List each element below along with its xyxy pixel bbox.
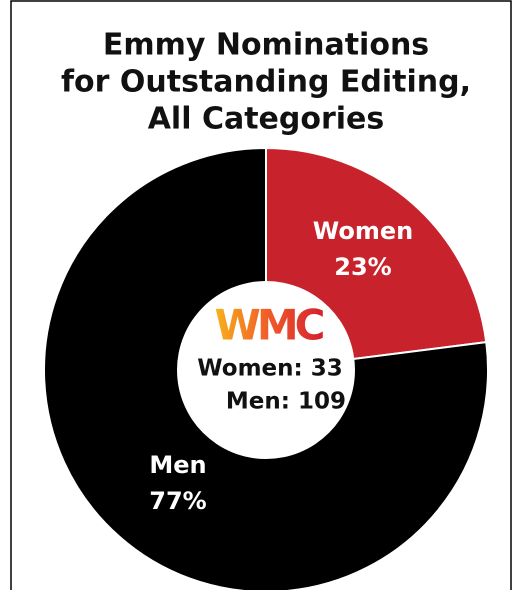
slice-value-label: 77% bbox=[149, 487, 206, 515]
frame bbox=[10, 0, 512, 590]
chart-title: All Categories bbox=[148, 102, 385, 137]
logo: WMC bbox=[215, 301, 324, 350]
slice-label: Women bbox=[313, 217, 413, 245]
slice-value-label: 23% bbox=[334, 253, 391, 281]
slice-label: Men bbox=[149, 451, 206, 479]
annotation: Women: 33 bbox=[197, 356, 343, 382]
chart-title: Emmy Nominations bbox=[103, 28, 429, 63]
annotation: Men: 109 bbox=[226, 389, 346, 415]
chart-title: for Outstanding Editing, bbox=[61, 65, 471, 100]
donut-hole bbox=[177, 281, 355, 459]
